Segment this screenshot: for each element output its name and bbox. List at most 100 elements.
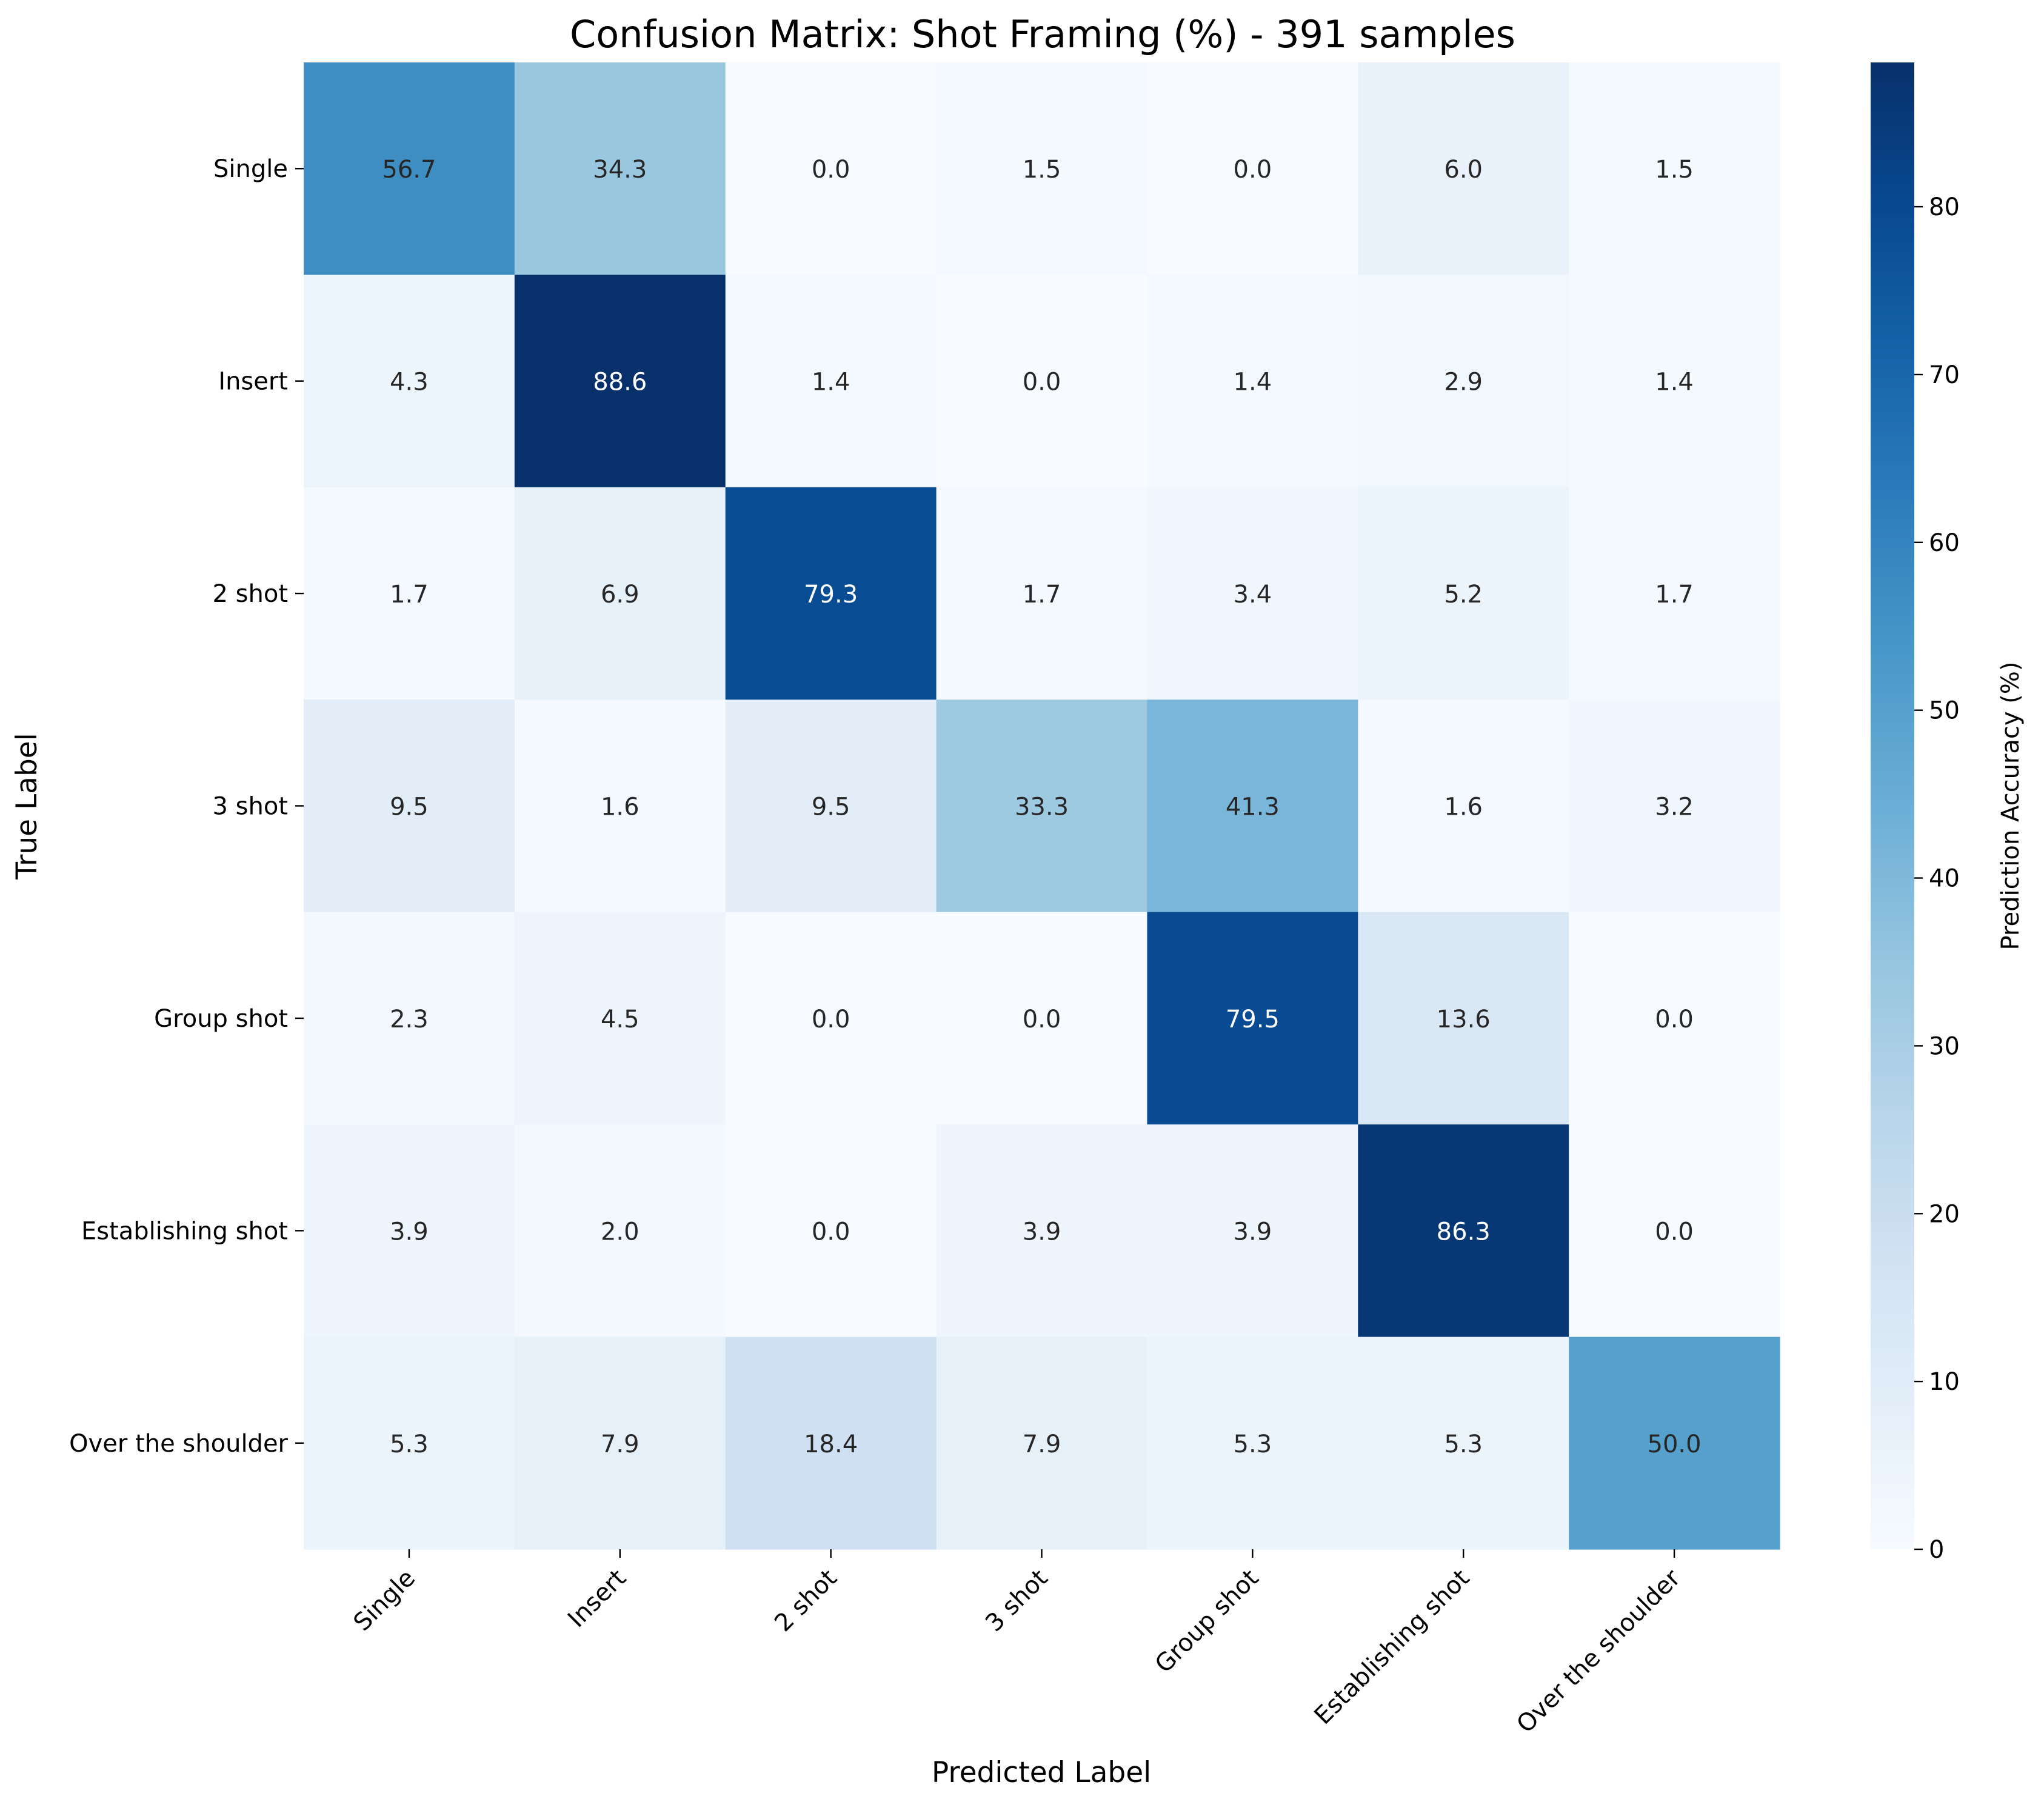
heatmap-cell	[725, 1124, 937, 1338]
y-tick-label: Single	[213, 155, 288, 183]
cell-value-label: 1.4	[1655, 369, 1694, 396]
cell-value-label: 7.9	[601, 1430, 640, 1458]
cell-value-label: 50.0	[1648, 1430, 1702, 1458]
cell-value-label: 6.0	[1444, 156, 1483, 184]
heatmap-cell	[514, 275, 726, 488]
cell-value-label: 6.9	[601, 581, 640, 609]
heatmap-cell	[514, 487, 726, 700]
heatmap-cell	[1569, 1337, 1780, 1550]
colorbar: 0 10 20 30 40 50 60 70 80 Prediction Accuracy (%)	[1871, 62, 2025, 1564]
x-axis-label: Predicted Label	[932, 1756, 1151, 1789]
heatmap-cell	[304, 487, 515, 700]
cell-value-label: 7.9	[1023, 1430, 1061, 1458]
cell-value-label: 5.2	[1444, 581, 1483, 609]
cell-value-label: 0.0	[812, 1218, 850, 1246]
heatmap-cell	[304, 275, 515, 488]
heatmap-cell	[936, 1337, 1148, 1550]
cell-value-label: 5.3	[390, 1430, 429, 1458]
cell-value-label: 2.9	[1444, 369, 1483, 396]
heatmap-cell	[1147, 487, 1358, 700]
y-tick-label: Establishing shot	[81, 1217, 288, 1245]
x-tick-label: Establishing shot	[1309, 1564, 1475, 1731]
x-tick-label: Single	[349, 1564, 421, 1637]
heatmap-cell	[1569, 1124, 1780, 1338]
heatmap-cell	[304, 1124, 515, 1338]
cell-value-label: 3.9	[1234, 1218, 1272, 1246]
heatmap-cell	[936, 487, 1148, 700]
cell-value-label: 5.3	[1444, 1430, 1483, 1458]
cell-value-label: 33.3	[1015, 793, 1069, 821]
cell-value-label: 86.3	[1437, 1218, 1491, 1246]
colorbar-tick-label: 80	[1929, 193, 1960, 221]
x-tick-label: Group shot	[1150, 1564, 1264, 1679]
heatmap-cell	[936, 62, 1148, 276]
heatmap-cell	[1147, 912, 1358, 1125]
heatmap-cell	[1147, 1337, 1358, 1550]
cell-value-label: 3.2	[1655, 793, 1694, 821]
cell-value-label: 88.6	[593, 369, 647, 396]
heatmap-cell	[1569, 912, 1780, 1125]
cell-value-label: 0.0	[1655, 1006, 1694, 1033]
heatmap-cell	[936, 1124, 1148, 1338]
heatmap-cell	[725, 1337, 937, 1550]
cell-value-label: 5.3	[1234, 1430, 1272, 1458]
heatmap-cell	[514, 1337, 726, 1550]
y-tick-label: 3 shot	[212, 793, 288, 821]
colorbar-tick-label: 20	[1929, 1200, 1960, 1228]
cell-value-label: 0.0	[1023, 1006, 1061, 1033]
colorbar-gradient	[1871, 62, 1914, 1549]
heatmap-cell	[514, 1124, 726, 1338]
heatmap-cell	[1358, 62, 1569, 276]
cell-value-label: 41.3	[1226, 793, 1280, 821]
cell-value-label: 1.4	[1234, 369, 1272, 396]
cell-value-label: 3.9	[1023, 1218, 1061, 1246]
heatmap-cell	[1358, 912, 1569, 1125]
heatmap-cell	[1147, 699, 1358, 913]
cell-value-label: 1.7	[1023, 581, 1061, 609]
x-tick-label: 3 shot	[980, 1564, 1054, 1638]
heatmap-cells: 56.7 34.3 0.0 1.5 0.0 6.0 1.5 4.3 88.6 1.4 0.0 1.4 2…	[304, 62, 1780, 1550]
heatmap-cell	[1569, 487, 1780, 700]
y-axis-label: True Label	[10, 733, 44, 880]
heatmap-cell	[725, 487, 937, 700]
heatmap-cell	[725, 699, 937, 913]
cell-value-label: 0.0	[1655, 1218, 1694, 1246]
colorbar-tick-label: 60	[1929, 529, 1960, 557]
heatmap-cell	[1358, 699, 1569, 913]
heatmap-cell	[1358, 1124, 1569, 1338]
colorbar-tick-label: 50	[1929, 697, 1960, 725]
cell-value-label: 13.6	[1437, 1006, 1491, 1033]
cell-value-label: 56.7	[382, 156, 436, 184]
chart-title: Confusion Matrix: Shot Framing (%) - 391…	[570, 12, 1515, 56]
cell-value-label: 2.3	[390, 1006, 429, 1033]
heatmap-cell	[304, 699, 515, 913]
heatmap-cell	[1147, 1124, 1358, 1338]
cell-value-label: 9.5	[812, 793, 850, 821]
heatmap-cell	[936, 699, 1148, 913]
cell-value-label: 1.5	[1655, 156, 1694, 184]
heatmap-cell	[1569, 62, 1780, 276]
cell-value-label: 3.9	[390, 1218, 429, 1246]
heatmap-cell	[725, 275, 937, 488]
heatmap-cell	[514, 912, 726, 1125]
heatmap-cell	[304, 62, 515, 276]
cell-value-label: 1.7	[1655, 581, 1694, 609]
cell-value-label: 1.6	[601, 793, 640, 821]
x-tick-label: 2 shot	[769, 1564, 843, 1638]
cell-value-label: 1.5	[1023, 156, 1061, 184]
colorbar-tick-label: 10	[1929, 1368, 1960, 1396]
cell-value-label: 1.6	[1444, 793, 1483, 821]
cell-value-label: 4.5	[601, 1006, 640, 1033]
heatmap-cell	[514, 699, 726, 913]
heatmap-cell	[1147, 62, 1358, 276]
y-tick-label: Over the shoulder	[69, 1430, 288, 1458]
colorbar-label: Prediction Accuracy (%)	[1997, 662, 2025, 950]
y-axis-ticks: Single Insert 2 shot 3 shot Group shot Establ…	[69, 155, 304, 1458]
cell-value-label: 79.3	[804, 581, 858, 609]
heatmap-cell	[1358, 487, 1569, 700]
cell-value-label: 1.4	[812, 369, 850, 396]
cell-value-label: 0.0	[812, 1006, 850, 1033]
heatmap-cell	[1358, 275, 1569, 488]
heatmap-cell	[1147, 275, 1358, 488]
cell-value-label: 0.0	[1023, 369, 1061, 396]
